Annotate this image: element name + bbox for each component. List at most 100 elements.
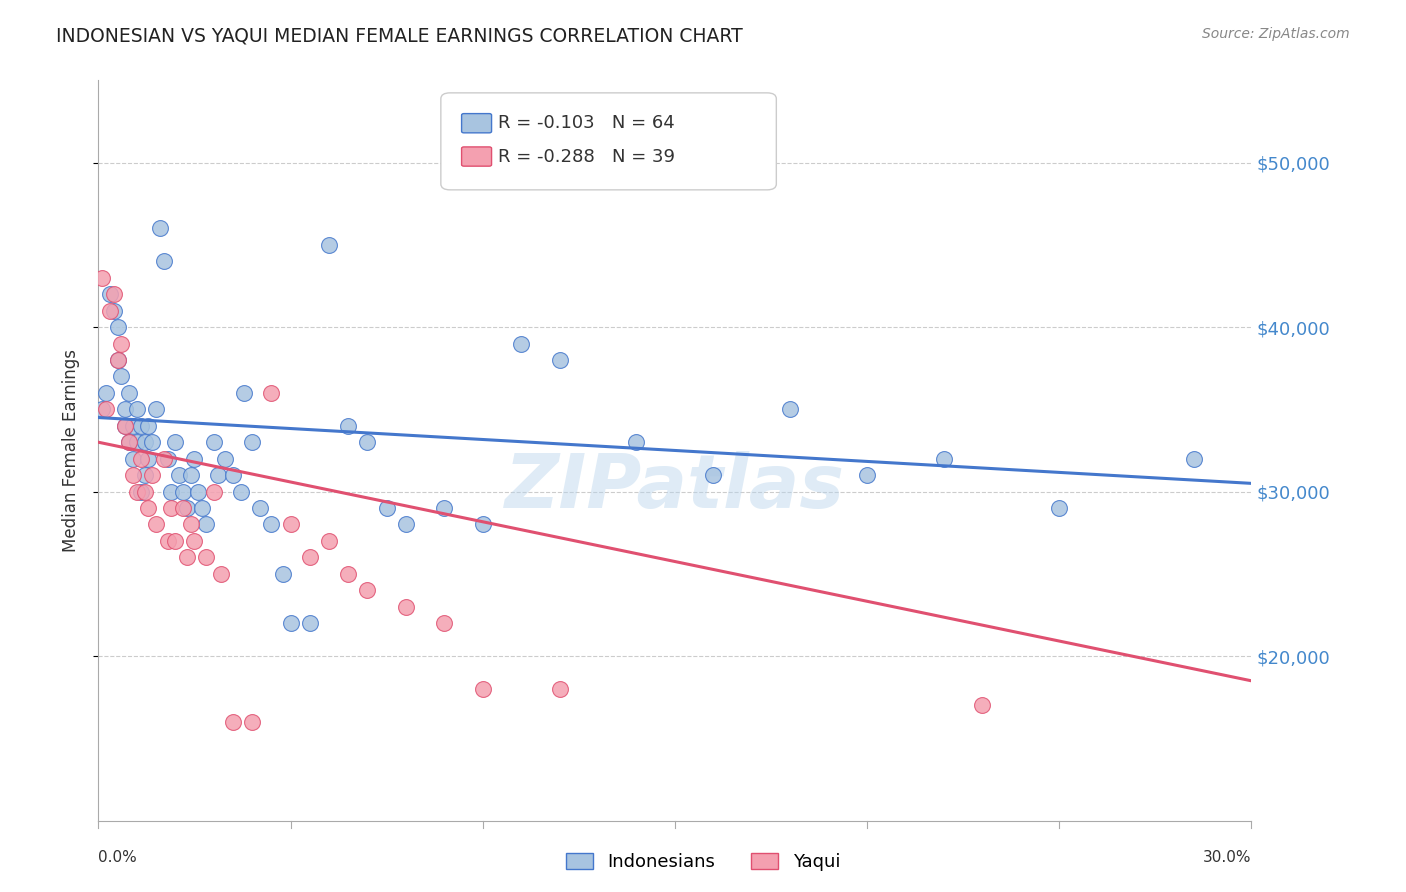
Point: [183, 451, 205, 466]
Point: [233, 385, 256, 400]
Text: 0.0%: 0.0%: [98, 850, 138, 865]
Point: [972, 698, 994, 713]
Text: 30.0%: 30.0%: [1204, 850, 1251, 865]
Point: [118, 435, 141, 450]
Text: Source: ZipAtlas.com: Source: ZipAtlas.com: [1202, 27, 1350, 41]
Point: [172, 501, 194, 516]
FancyBboxPatch shape: [461, 147, 492, 166]
Legend: Indonesians, Yaqui: Indonesians, Yaqui: [558, 846, 848, 879]
Point: [375, 501, 398, 516]
Point: [180, 468, 202, 483]
Point: [138, 418, 160, 433]
Point: [107, 353, 129, 368]
Point: [702, 468, 724, 483]
Point: [176, 501, 198, 516]
Point: [98, 287, 121, 301]
Point: [138, 501, 160, 516]
Point: [91, 402, 114, 417]
Point: [240, 435, 263, 450]
Point: [129, 484, 152, 499]
Point: [433, 501, 456, 516]
Point: [134, 484, 156, 499]
Point: [395, 517, 418, 532]
Point: [856, 468, 879, 483]
Point: [240, 714, 263, 729]
Point: [548, 681, 571, 696]
Point: [202, 484, 225, 499]
Point: [91, 270, 114, 285]
Point: [356, 435, 378, 450]
FancyBboxPatch shape: [461, 113, 492, 133]
Point: [176, 550, 198, 565]
Point: [167, 468, 190, 483]
Text: ZIPatlas: ZIPatlas: [505, 451, 845, 524]
Point: [222, 714, 245, 729]
Point: [110, 369, 132, 384]
Point: [122, 418, 145, 433]
Point: [207, 468, 229, 483]
Point: [141, 435, 163, 450]
Point: [165, 435, 187, 450]
Point: [156, 451, 179, 466]
Point: [337, 566, 360, 581]
Point: [298, 616, 321, 631]
Point: [172, 484, 194, 499]
Point: [122, 451, 145, 466]
Point: [103, 287, 125, 301]
Point: [125, 484, 148, 499]
Point: [134, 468, 156, 483]
Point: [222, 468, 245, 483]
Point: [195, 550, 218, 565]
Point: [114, 418, 136, 433]
Point: [626, 435, 648, 450]
Y-axis label: Median Female Earnings: Median Female Earnings: [62, 349, 80, 552]
Point: [180, 517, 202, 532]
Point: [98, 303, 121, 318]
Point: [395, 599, 418, 614]
Point: [1047, 501, 1070, 516]
Point: [107, 353, 129, 368]
Point: [195, 517, 218, 532]
Point: [165, 533, 187, 548]
Point: [145, 402, 167, 417]
Point: [114, 402, 136, 417]
Point: [114, 418, 136, 433]
Point: [94, 402, 117, 417]
Point: [118, 385, 141, 400]
Point: [125, 435, 148, 450]
FancyBboxPatch shape: [441, 93, 776, 190]
Text: R = -0.288   N = 39: R = -0.288 N = 39: [499, 147, 675, 166]
Point: [152, 254, 174, 268]
Point: [280, 517, 302, 532]
Point: [932, 451, 955, 466]
Point: [94, 385, 117, 400]
Point: [214, 451, 236, 466]
Text: INDONESIAN VS YAQUI MEDIAN FEMALE EARNINGS CORRELATION CHART: INDONESIAN VS YAQUI MEDIAN FEMALE EARNIN…: [56, 27, 742, 45]
Point: [356, 583, 378, 598]
Point: [548, 353, 571, 368]
Point: [160, 501, 183, 516]
Point: [138, 451, 160, 466]
Point: [125, 402, 148, 417]
Point: [187, 484, 209, 499]
Point: [129, 418, 152, 433]
Point: [103, 303, 125, 318]
Point: [298, 550, 321, 565]
Point: [260, 517, 283, 532]
Point: [229, 484, 252, 499]
Point: [191, 501, 214, 516]
Point: [337, 418, 360, 433]
Point: [183, 533, 205, 548]
Point: [145, 517, 167, 532]
Point: [779, 402, 801, 417]
Point: [433, 616, 456, 631]
Point: [318, 237, 340, 252]
Point: [209, 566, 232, 581]
Point: [160, 484, 183, 499]
Point: [1182, 451, 1205, 466]
Text: R = -0.103   N = 64: R = -0.103 N = 64: [499, 114, 675, 132]
Point: [141, 468, 163, 483]
Point: [471, 681, 494, 696]
Point: [271, 566, 294, 581]
Point: [149, 221, 172, 235]
